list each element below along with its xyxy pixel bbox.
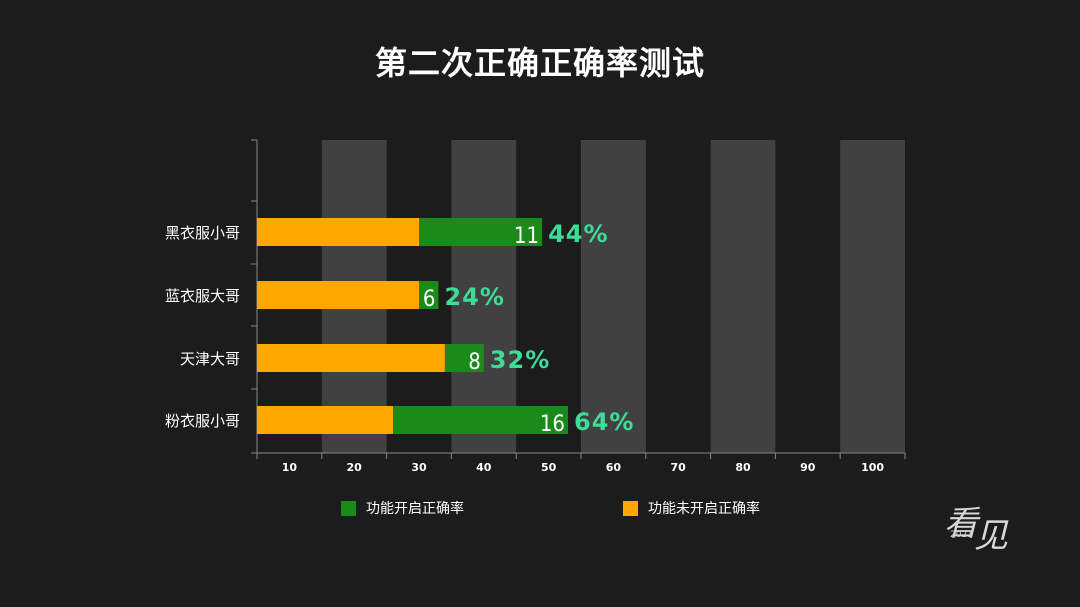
x-tick-label-80: 80 (735, 461, 751, 474)
x-tick-label-40: 40 (476, 461, 492, 474)
legend-swatch-enabled (341, 500, 356, 516)
x-tick-label-100: 100 (861, 461, 884, 474)
watermark-char-1: 看 (944, 504, 978, 544)
percent-label-4: 64% (574, 408, 634, 436)
background-band-2 (451, 140, 517, 453)
bar-disabled-4 (257, 406, 394, 434)
category-label-1: 黑衣服小哥 (165, 224, 240, 242)
watermark-logo: 看 见 2021 (940, 492, 1030, 556)
bar-enabled-2 (419, 281, 439, 309)
percent-label-3: 32% (490, 346, 550, 374)
background-band-3 (581, 140, 646, 453)
legend-item-enabled: 功能开启正确率 (341, 498, 464, 518)
legend-label-disabled: 功能未开启正确率 (648, 501, 760, 517)
x-tick-label-50: 50 (541, 461, 557, 474)
chart-title: 第二次正确正确率测试 (374, 44, 705, 82)
bar-disabled-3 (257, 344, 445, 372)
bar-enabled-4 (393, 406, 569, 434)
x-tick-label-10: 10 (282, 461, 298, 474)
bar-enabled-1 (419, 218, 543, 246)
background-band-4 (710, 140, 776, 453)
category-label-3: 天津大哥 (180, 350, 240, 368)
watermark-year: 2021 (950, 530, 973, 540)
legend-item-disabled: 功能未开启正确率 (623, 498, 760, 518)
x-tick-label-30: 30 (411, 461, 427, 474)
bar-value-label-1: 11 (514, 224, 539, 249)
x-tick-label-70: 70 (671, 461, 687, 474)
watermark-char-2: 见 (974, 516, 1008, 556)
percent-label-2: 24% (444, 283, 504, 311)
bar-enabled-3 (444, 344, 484, 372)
legend-label-enabled: 功能开启正确率 (366, 501, 464, 517)
x-tick-label-90: 90 (800, 461, 816, 474)
background-band-5 (840, 140, 905, 453)
percent-label-1: 44% (548, 220, 608, 248)
bar-disabled-2 (257, 281, 419, 309)
category-label-2: 蓝衣服大哥 (165, 287, 240, 305)
bar-value-label-2: 6 (423, 287, 436, 312)
category-label-4: 粉衣服小哥 (165, 412, 240, 430)
bar-disabled-1 (257, 218, 419, 246)
x-tick-label-20: 20 (347, 461, 363, 474)
legend-swatch-disabled (623, 500, 638, 516)
x-tick-label-60: 60 (606, 461, 622, 474)
bar-value-label-3: 8 (468, 350, 481, 375)
bar-value-label-4: 16 (540, 412, 565, 437)
